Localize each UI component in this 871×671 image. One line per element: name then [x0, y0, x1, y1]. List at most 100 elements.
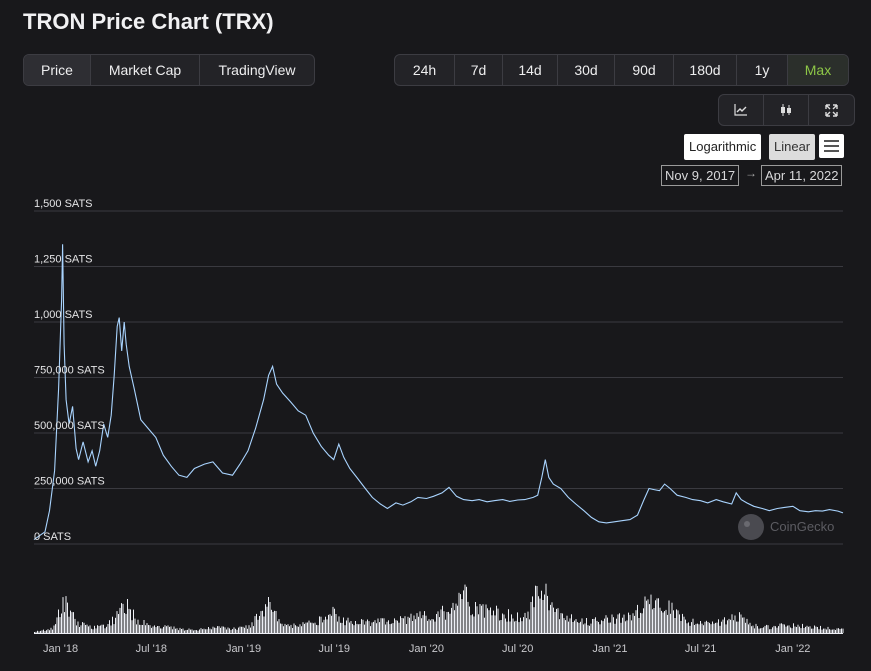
volume-bar	[196, 630, 197, 633]
volume-bar	[718, 619, 719, 633]
volume-bar	[155, 627, 157, 633]
volume-bar	[40, 630, 41, 633]
volume-bar	[556, 608, 557, 633]
volume-bar	[632, 613, 634, 633]
volume-bar	[121, 603, 122, 633]
range-30d-button[interactable]: 30d	[558, 55, 615, 85]
volume-bar	[638, 618, 640, 633]
volume-bar	[526, 618, 527, 633]
volume-bar	[329, 614, 331, 633]
volume-bar	[34, 632, 35, 633]
range-14d-button[interactable]: 14d	[503, 55, 558, 85]
volume-bar	[43, 629, 44, 633]
y-tick-label: 1,000 SATS	[34, 309, 93, 321]
volume-bar	[394, 618, 395, 633]
volume-bar	[356, 623, 358, 633]
volume-bar	[439, 617, 440, 633]
volume-bar	[146, 623, 148, 633]
volume-bar	[797, 624, 799, 633]
volume-bar	[302, 622, 304, 633]
volume-bar	[70, 610, 71, 633]
range-90d-button[interactable]: 90d	[615, 55, 674, 85]
expand-button[interactable]	[809, 95, 854, 125]
date-to-input[interactable]: Apr 11, 2022	[761, 165, 843, 186]
volume-bar	[425, 615, 427, 633]
volume-bar	[781, 623, 782, 633]
volume-bar	[647, 599, 649, 633]
volume-bar	[760, 628, 761, 633]
volume-bar	[421, 618, 422, 633]
range-180d-button[interactable]: 180d	[674, 55, 737, 85]
volume-bar	[188, 628, 190, 633]
volume-bar	[163, 626, 164, 633]
volume-bar	[835, 630, 836, 633]
volume-bar	[91, 628, 92, 633]
tab-market-cap[interactable]: Market Cap	[91, 55, 200, 85]
range-24h-button[interactable]: 24h	[395, 55, 455, 85]
tab-tradingview[interactable]: TradingView	[218, 62, 296, 78]
candlestick-button[interactable]	[764, 95, 809, 125]
volume-bar	[125, 613, 127, 633]
volume-bar	[130, 609, 131, 633]
tab-price[interactable]: Price	[24, 55, 91, 85]
volume-bar	[164, 625, 166, 633]
volume-bar	[370, 626, 371, 633]
volume-bar	[397, 620, 398, 633]
range-max-button[interactable]: Max	[788, 55, 848, 85]
volume-bar	[790, 627, 791, 633]
volume-bar	[589, 625, 590, 633]
volume-bar	[460, 594, 461, 633]
volume-bar	[509, 621, 511, 633]
volume-bar	[157, 626, 158, 633]
volume-bar	[181, 629, 182, 633]
x-tick-label: Jan '18	[43, 643, 78, 655]
volume-bar	[541, 590, 542, 633]
volume-bar	[403, 618, 404, 633]
volume-bar	[179, 627, 181, 633]
volume-bar	[202, 629, 203, 633]
volume-bar	[464, 584, 466, 633]
line-chart-button[interactable]	[719, 95, 764, 125]
volume-bar	[484, 617, 485, 633]
volume-bar	[685, 619, 686, 633]
volume-bar	[611, 614, 613, 633]
chart-menu-button[interactable]	[819, 134, 844, 158]
y-tick-label: 500,000 SATS	[34, 420, 105, 432]
volume-bar	[488, 610, 490, 633]
volume-bar	[818, 629, 820, 633]
volume-bar	[478, 614, 479, 633]
volume-bar	[35, 631, 37, 633]
linear-scale-button[interactable]: Linear	[769, 134, 816, 160]
volume-bar	[142, 625, 143, 633]
volume-bar	[277, 621, 278, 633]
volume-bar	[683, 616, 685, 633]
volume-bar	[463, 590, 464, 633]
date-from-input[interactable]: Nov 9, 2017	[661, 165, 740, 186]
volume-bar	[94, 625, 95, 633]
logarithmic-scale-button[interactable]: Logarithmic	[684, 134, 762, 160]
volume-bar	[445, 619, 446, 633]
volume-bar	[502, 613, 503, 633]
volume-bar	[50, 627, 52, 633]
volume-bar	[755, 623, 757, 633]
volume-bar	[452, 602, 454, 633]
volume-bar	[574, 620, 575, 633]
volume-bar	[407, 616, 409, 633]
volume-bar	[646, 600, 647, 633]
volume-bar	[644, 596, 646, 633]
volume-bar	[235, 628, 236, 633]
range-7d-button[interactable]: 7d	[455, 55, 503, 85]
volume-bar	[511, 614, 512, 633]
volume-bar	[340, 622, 341, 633]
volume-bar	[832, 629, 833, 633]
range-1y-button[interactable]: 1y	[737, 55, 788, 85]
volume-bar	[587, 625, 589, 633]
volume-bar	[616, 618, 617, 633]
volume-bar	[238, 627, 239, 633]
volume-bar	[551, 602, 553, 633]
volume-bar	[602, 621, 604, 633]
volume-bar	[515, 620, 517, 633]
volume-bar	[598, 622, 599, 633]
volume-bar	[490, 607, 491, 633]
volume-bar	[841, 628, 842, 633]
